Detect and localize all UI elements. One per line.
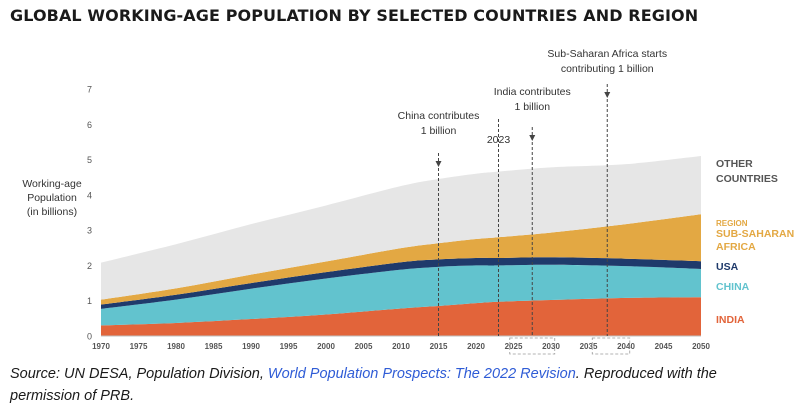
series-label-prefix: REGION [716,219,748,228]
y-tick-label: 5 [87,155,92,165]
x-tick-label: 2030 [542,342,560,351]
x-tick-label: 2010 [392,342,410,351]
highlight-box [509,337,556,355]
series-label-other: COUNTRIES [716,173,778,185]
source-link[interactable]: World Population Prospects: The 2022 Rev… [267,366,576,382]
annotation-label: 2023 [487,134,511,146]
x-tick-label: 2025 [505,342,523,351]
x-tick-label: 2040 [617,342,635,351]
x-tick-label: 2050 [692,342,710,351]
series-label-ssa: AFRICA [716,241,756,253]
x-tick-label: 1985 [205,342,223,351]
series-label-usa: USA [716,261,739,273]
y-tick-label: 1 [87,296,92,306]
source-note: Source: UN DESA, Population Division, Wo… [10,363,770,407]
area-usa [101,257,701,309]
x-tick-label: 2045 [655,342,673,351]
annotation-label: 1 billion [421,125,457,137]
chart-title: GLOBAL WORKING-AGE POPULATION BY SELECTE… [10,6,699,25]
area-ssa [101,214,701,305]
annotation-arrow [435,161,442,167]
x-tick-label: 2035 [580,342,598,351]
y-axis-label: Working-age [22,178,81,190]
source-suffix: . Reproduced with the permission of PRB. [10,366,717,404]
x-tick-label: 2015 [430,342,448,351]
annotation-arrow [529,135,536,141]
area-china [101,264,701,326]
x-tick-label: 2020 [467,342,485,351]
x-tick-label: 2005 [355,342,373,351]
y-tick-label: 7 [87,85,92,95]
y-axis-label: Population [27,192,77,204]
annotation-label: contributing 1 billion [561,63,654,75]
y-tick-label: 4 [87,190,92,200]
series-label-china: CHINA [716,281,750,293]
x-tick-label: 2000 [317,342,335,351]
x-tick-label: 1995 [280,342,298,351]
area-other [101,156,701,300]
y-tick-label: 2 [87,261,92,271]
y-axis-label: (in billions) [27,206,77,218]
series-label-ssa: SUB-SAHARAN [716,228,794,240]
annotation-label: China contributes [398,110,480,122]
y-tick-label: 6 [87,120,92,130]
x-tick-label: 1975 [130,342,148,351]
annotation-label: 1 billion [514,101,550,113]
annotation-label: India contributes [494,86,571,98]
x-tick-label: 1970 [92,342,110,351]
area-india [101,297,701,336]
series-label-india: INDIA [716,314,745,326]
series-label-other: OTHER [716,158,753,170]
y-tick-label: 3 [87,226,92,236]
highlight-box [591,337,631,355]
x-tick-label: 1980 [167,342,185,351]
stacked-area-chart: 0 1 2 3 4 5 6 7 1970 1975 1980 1985 1990 1995 2000 2005… [22,48,794,355]
x-tick-label: 1990 [242,342,260,351]
annotation-arrow [604,92,611,98]
y-tick-label: 0 [87,332,92,342]
annotation-label: Sub-Saharan Africa starts [547,48,667,60]
source-prefix: Source: UN DESA, Population Division, [10,366,268,382]
